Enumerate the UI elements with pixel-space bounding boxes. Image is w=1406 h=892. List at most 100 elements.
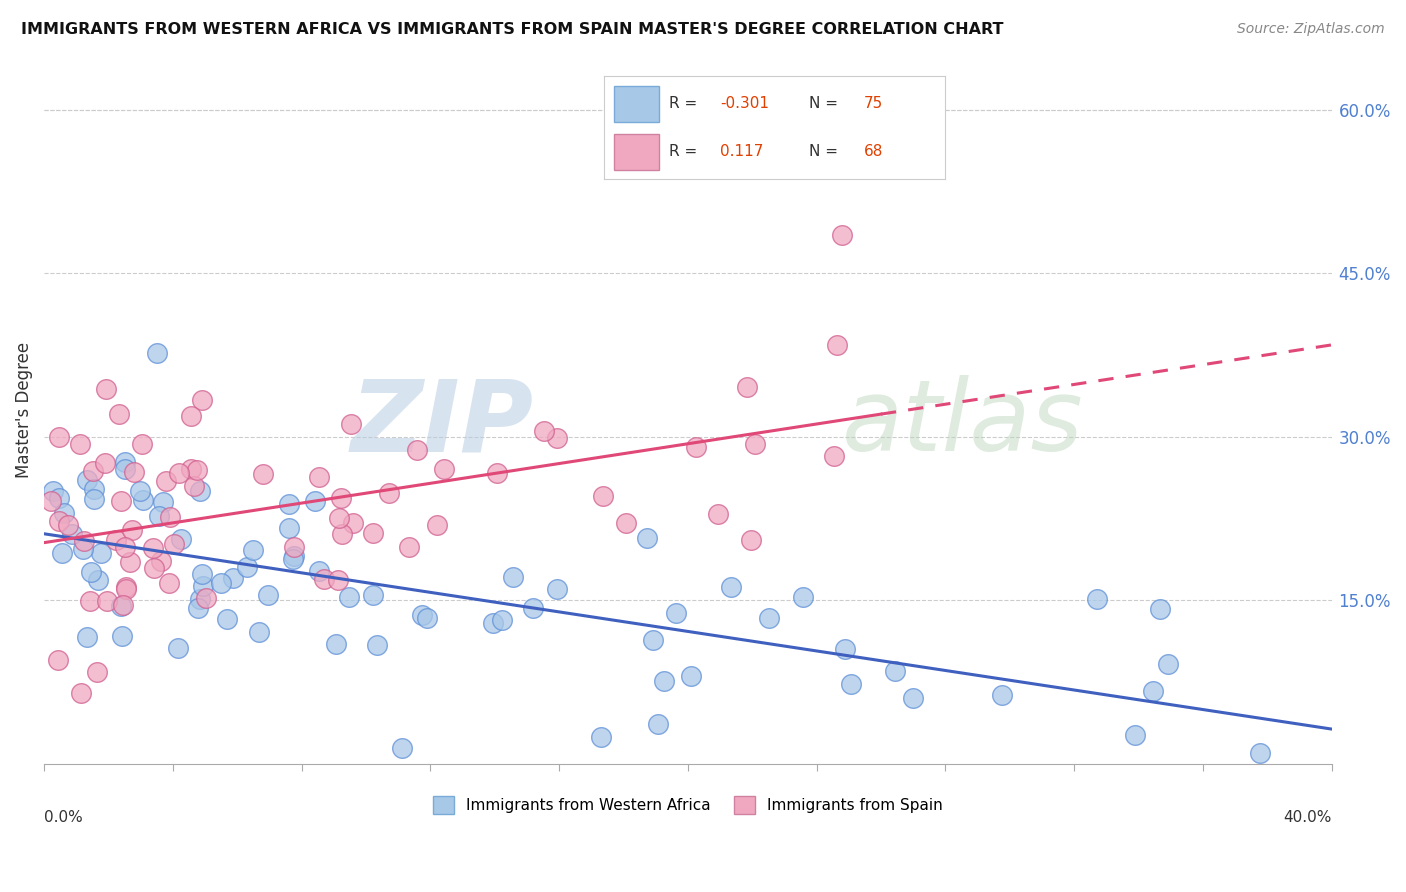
- Point: [111, 598, 134, 612]
- Point: [546, 431, 568, 445]
- Point: [152, 495, 174, 509]
- Point: [46, 652, 69, 666]
- Point: [827, 338, 849, 352]
- Point: [883, 664, 905, 678]
- Point: [118, 555, 141, 569]
- Point: [901, 690, 924, 705]
- Point: [758, 611, 780, 625]
- Point: [685, 440, 707, 454]
- Point: [647, 716, 669, 731]
- Point: [188, 591, 211, 606]
- Point: [823, 449, 845, 463]
- Point: [744, 436, 766, 450]
- Point: [706, 508, 728, 522]
- Point: [76, 473, 98, 487]
- Legend: Immigrants from Western Africa, Immigrants from Spain: Immigrants from Western Africa, Immigran…: [426, 790, 949, 820]
- Point: [169, 467, 191, 481]
- Point: [252, 467, 274, 481]
- Point: [209, 575, 232, 590]
- Point: [1085, 591, 1108, 606]
- Point: [337, 590, 360, 604]
- Point: [48, 514, 70, 528]
- Point: [589, 730, 612, 744]
- Point: [79, 593, 101, 607]
- Point: [1142, 684, 1164, 698]
- Point: [187, 601, 209, 615]
- Point: [405, 443, 427, 458]
- Point: [194, 591, 217, 605]
- Point: [839, 677, 862, 691]
- Point: [83, 482, 105, 496]
- Point: [831, 227, 853, 242]
- Point: [1149, 601, 1171, 615]
- Point: [665, 606, 688, 620]
- Point: [485, 466, 508, 480]
- Point: [502, 569, 524, 583]
- Point: [94, 456, 117, 470]
- Point: [114, 462, 136, 476]
- Point: [432, 462, 454, 476]
- Point: [170, 532, 193, 546]
- Point: [330, 527, 353, 541]
- Point: [325, 637, 347, 651]
- Point: [186, 462, 208, 476]
- Point: [131, 437, 153, 451]
- Point: [834, 641, 856, 656]
- Point: [190, 392, 212, 407]
- Point: [114, 540, 136, 554]
- Point: [491, 613, 513, 627]
- Point: [735, 380, 758, 394]
- Point: [58, 517, 80, 532]
- Point: [281, 551, 304, 566]
- Point: [131, 493, 153, 508]
- Point: [256, 588, 278, 602]
- Point: [304, 493, 326, 508]
- Point: [533, 425, 555, 439]
- Point: [163, 537, 186, 551]
- Point: [110, 629, 132, 643]
- Text: ZIP: ZIP: [350, 376, 533, 472]
- Point: [155, 475, 177, 489]
- Point: [191, 579, 214, 593]
- Point: [122, 465, 145, 479]
- Point: [86, 665, 108, 679]
- Text: 40.0%: 40.0%: [1284, 810, 1331, 825]
- Point: [180, 409, 202, 423]
- Point: [363, 526, 385, 541]
- Point: [328, 511, 350, 525]
- Point: [157, 576, 180, 591]
- Point: [110, 599, 132, 613]
- Point: [148, 508, 170, 523]
- Text: atlas: atlas: [842, 376, 1084, 472]
- Point: [41, 484, 63, 499]
- Point: [482, 616, 505, 631]
- Point: [720, 581, 742, 595]
- Point: [1157, 657, 1180, 671]
- Point: [339, 417, 361, 432]
- Point: [277, 497, 299, 511]
- Point: [183, 479, 205, 493]
- Point: [82, 464, 104, 478]
- Point: [391, 741, 413, 756]
- Point: [426, 518, 449, 533]
- Point: [76, 630, 98, 644]
- Point: [72, 533, 94, 548]
- Point: [150, 554, 173, 568]
- Point: [1123, 728, 1146, 742]
- Point: [80, 566, 103, 580]
- Point: [641, 633, 664, 648]
- Point: [679, 669, 702, 683]
- Point: [378, 486, 401, 500]
- Point: [547, 582, 569, 597]
- Point: [107, 407, 129, 421]
- Point: [740, 533, 762, 547]
- Point: [121, 523, 143, 537]
- Point: [416, 611, 439, 625]
- Point: [283, 540, 305, 554]
- Point: [110, 493, 132, 508]
- Point: [398, 540, 420, 554]
- Point: [236, 559, 259, 574]
- Point: [60, 526, 83, 541]
- Point: [70, 685, 93, 699]
- Point: [105, 533, 128, 547]
